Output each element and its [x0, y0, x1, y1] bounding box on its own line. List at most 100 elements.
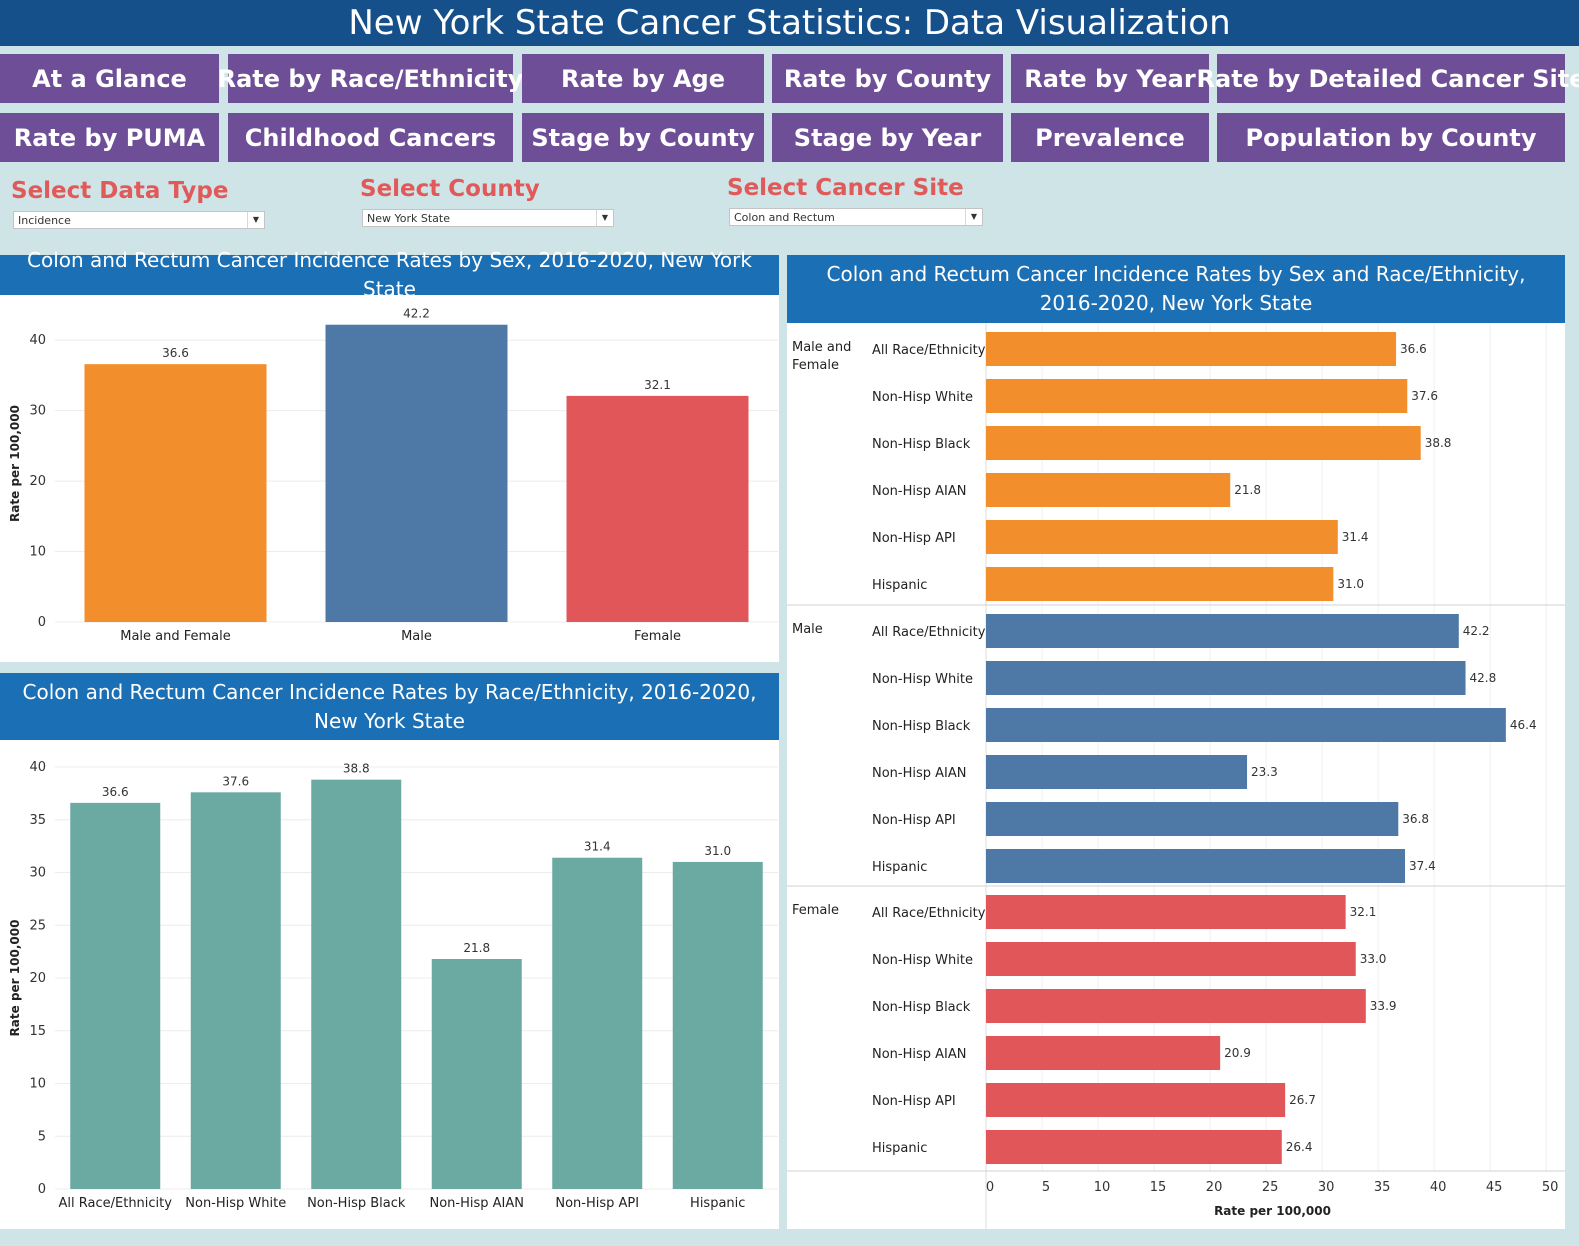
data-label: 37.6 [222, 774, 249, 788]
race-chart-panel: Colon and Rectum Cancer Incidence Rates … [0, 673, 779, 1229]
category-label: Non-Hisp Black [872, 437, 971, 452]
data-label: 38.8 [343, 762, 370, 776]
category-label: Hispanic [872, 860, 927, 875]
cancer-site-value: Colon and Rectum [734, 211, 835, 224]
data-label: 31.0 [704, 844, 731, 858]
data-label: 31.4 [584, 840, 611, 854]
nav-rate-by-detailed-site[interactable]: Rate by Detailed Cancer Site [1197, 54, 1579, 103]
x-tick-label: Non-Hisp Black [307, 1196, 406, 1211]
cancer-site-label: Select Cancer Site [727, 175, 964, 201]
category-label: All Race/Ethnicity [872, 625, 986, 640]
nav-rate-by-puma[interactable]: Rate by PUMA [0, 113, 219, 162]
category-label: Non-Hisp White [872, 953, 973, 968]
data-type-value: Incidence [18, 214, 71, 227]
bar [311, 779, 402, 1189]
group-label: Male [792, 622, 823, 637]
y-tick-label: 10 [29, 545, 46, 560]
x-tick-label: 40 [1430, 1180, 1447, 1195]
county-label: Select County [360, 176, 540, 202]
county-dropdown[interactable]: New York State ▼ [362, 209, 614, 227]
category-label: All Race/Ethnicity [872, 906, 986, 921]
bar [986, 849, 1406, 883]
x-tick-label: 30 [1318, 1180, 1335, 1195]
y-axis-label: Rate per 100,000 [8, 405, 22, 522]
x-tick-label: 35 [1374, 1180, 1391, 1195]
nav-prevalence[interactable]: Prevalence [1011, 113, 1209, 162]
bar [986, 755, 1248, 789]
x-tick-label: 0 [986, 1180, 994, 1195]
category-label: Hispanic [872, 578, 927, 593]
data-label: 32.1 [1350, 905, 1377, 919]
bar [986, 989, 1366, 1023]
x-axis-label: Rate per 100,000 [1214, 1204, 1331, 1218]
data-label: 26.4 [1286, 1140, 1313, 1154]
x-tick-label: 20 [1206, 1180, 1223, 1195]
y-tick-label: 0 [38, 1182, 46, 1197]
category-label: Non-Hisp Black [872, 719, 971, 734]
category-label: Hispanic [872, 1141, 927, 1156]
data-label: 26.7 [1289, 1093, 1316, 1107]
y-tick-label: 0 [38, 615, 46, 630]
nav-childhood-cancers[interactable]: Childhood Cancers [228, 113, 513, 162]
bar [190, 792, 281, 1189]
chevron-down-icon: ▼ [596, 210, 613, 226]
y-tick-label: 15 [29, 1024, 46, 1039]
y-tick-label: 35 [29, 813, 46, 828]
data-label: 21.8 [1234, 483, 1261, 497]
y-tick-label: 40 [29, 760, 46, 775]
bar [431, 959, 522, 1189]
nav-stage-by-year[interactable]: Stage by Year [772, 113, 1003, 162]
category-label: Non-Hisp AIAN [872, 484, 967, 499]
bar [986, 614, 1459, 648]
data-type-dropdown[interactable]: Incidence ▼ [13, 211, 265, 229]
x-tick-label: Hispanic [690, 1196, 745, 1211]
category-label: All Race/Ethnicity [872, 343, 986, 358]
nav-rate-by-race[interactable]: Rate by Race/Ethnicity [218, 54, 523, 103]
nav-rate-by-year[interactable]: Rate by Year [1011, 54, 1209, 103]
data-label: 42.8 [1470, 671, 1497, 685]
data-label: 33.9 [1370, 999, 1397, 1013]
category-label: Non-Hisp White [872, 390, 973, 405]
bar [986, 661, 1466, 695]
x-tick-label: 5 [1042, 1180, 1050, 1195]
data-label: 42.2 [403, 307, 430, 321]
bar [986, 1130, 1282, 1164]
bar [986, 473, 1231, 507]
nav-stage-by-county[interactable]: Stage by County [522, 113, 764, 162]
category-label: Non-Hisp AIAN [872, 1047, 967, 1062]
y-tick-label: 30 [29, 404, 46, 419]
x-tick-label: Female [634, 629, 681, 644]
data-label: 21.8 [463, 941, 490, 955]
bar [672, 861, 763, 1189]
bar [552, 857, 643, 1189]
data-label: 23.3 [1251, 765, 1278, 779]
group-label: Male and [792, 340, 851, 355]
cancer-site-dropdown[interactable]: Colon and Rectum ▼ [729, 208, 983, 226]
data-label: 20.9 [1224, 1046, 1251, 1060]
bar [986, 426, 1421, 460]
sex-race-chart-title: Colon and Rectum Cancer Incidence Rates … [787, 255, 1565, 323]
bar [986, 708, 1506, 742]
nav-rate-by-county[interactable]: Rate by County [772, 54, 1003, 103]
data-label: 33.0 [1360, 952, 1387, 966]
bar [986, 942, 1356, 976]
category-label: Non-Hisp Black [872, 1000, 971, 1015]
data-label: 31.4 [1342, 530, 1369, 544]
bar [566, 395, 749, 622]
y-tick-label: 10 [29, 1077, 46, 1092]
y-tick-label: 20 [29, 474, 46, 489]
bar [84, 364, 267, 622]
bar [325, 324, 508, 622]
y-tick-label: 40 [29, 333, 46, 348]
nav-population-by-county[interactable]: Population by County [1217, 113, 1565, 162]
data-label: 36.6 [1400, 342, 1427, 356]
data-label: 36.6 [162, 346, 189, 360]
nav-rate-by-age[interactable]: Rate by Age [522, 54, 764, 103]
bar [986, 895, 1346, 929]
x-tick-label: Non-Hisp AIAN [430, 1196, 525, 1211]
bar [986, 567, 1334, 601]
data-type-label: Select Data Type [11, 178, 229, 204]
bar [986, 1036, 1221, 1070]
nav-at-a-glance[interactable]: At a Glance [0, 54, 219, 103]
data-label: 37.4 [1409, 859, 1436, 873]
